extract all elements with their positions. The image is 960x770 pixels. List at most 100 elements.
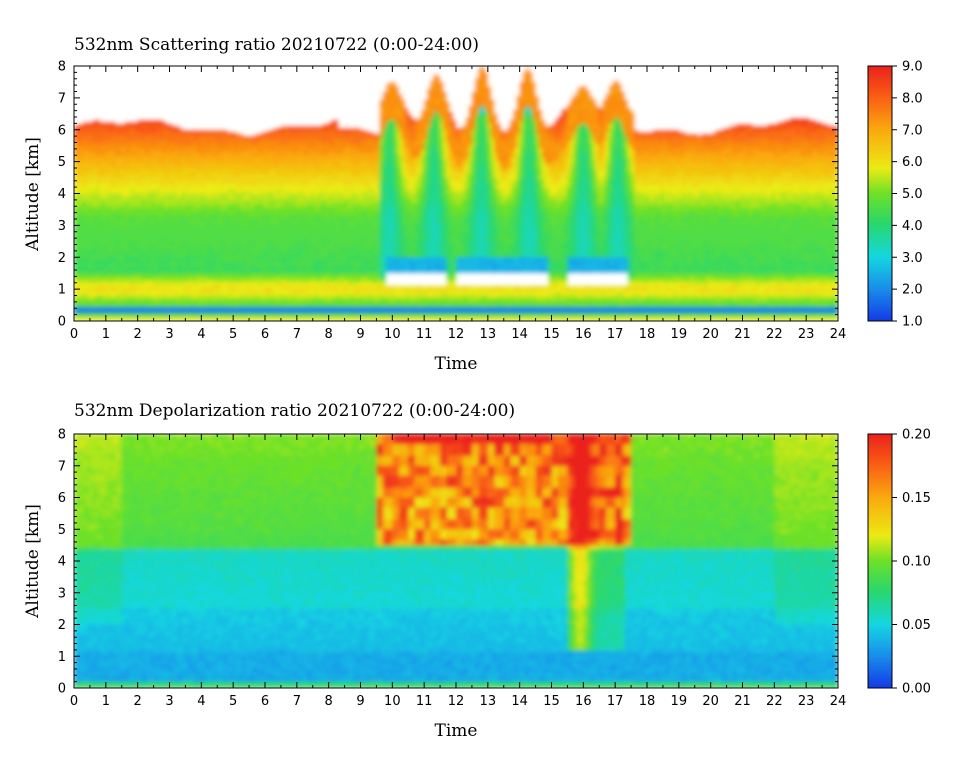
x-tick-label: 3 bbox=[165, 694, 173, 709]
depolarization-ratio-panel: 532nm Depolarization ratio 20210722 (0:0… bbox=[23, 401, 931, 741]
x-tick-label: 15 bbox=[543, 327, 560, 342]
x-tick-label: 18 bbox=[639, 327, 656, 342]
colorbar-tick-label: 2.0 bbox=[902, 283, 923, 298]
x-tick-label: 17 bbox=[607, 327, 624, 342]
y-tick-label: 2 bbox=[58, 618, 66, 633]
x-tick-label: 24 bbox=[830, 327, 847, 342]
y-tick-label: 5 bbox=[58, 523, 66, 538]
x-tick-label: 5 bbox=[229, 327, 237, 342]
y-tick-label: 2 bbox=[58, 251, 66, 266]
x-tick-label: 20 bbox=[702, 694, 719, 709]
x-tick-label: 9 bbox=[356, 694, 364, 709]
x-tick-label: 8 bbox=[325, 694, 333, 709]
x-tick-label: 7 bbox=[293, 694, 301, 709]
depolarization-ratio-heatmap bbox=[74, 434, 838, 688]
x-tick-label: 6 bbox=[261, 327, 269, 342]
colorbar-tick-label: 9.0 bbox=[902, 60, 923, 75]
y-tick-label: 1 bbox=[58, 283, 66, 298]
x-tick-label: 12 bbox=[448, 327, 465, 342]
colorbar: 0.00 0.05 0.10 0.15 0.20 bbox=[867, 428, 931, 697]
x-tick-label: 23 bbox=[798, 694, 815, 709]
x-tick-label: 2 bbox=[134, 327, 142, 342]
x-tick-label: 12 bbox=[448, 694, 465, 709]
colorbar-gradient bbox=[868, 66, 892, 321]
colorbar: 1.0 2.0 3.0 4.0 5.0 6.0 7.0 8.0 9.0 bbox=[867, 60, 923, 330]
x-tick-label: 15 bbox=[543, 694, 560, 709]
colorbar-tick-label: 8.0 bbox=[902, 91, 923, 106]
x-tick-label: 2 bbox=[134, 694, 142, 709]
x-tick-label: 7 bbox=[293, 327, 301, 342]
x-tick-label: 11 bbox=[416, 694, 433, 709]
x-tick-label: 1 bbox=[102, 694, 110, 709]
x-tick-label: 23 bbox=[798, 327, 815, 342]
x-tick-label: 14 bbox=[511, 327, 528, 342]
colorbar-tick-label: 0.00 bbox=[902, 682, 931, 697]
y-tick-label: 5 bbox=[58, 155, 66, 170]
colorbar-tick-label: 7.0 bbox=[902, 123, 923, 138]
colorbar-tick-label: 6.0 bbox=[902, 155, 923, 170]
y-tick-label: 3 bbox=[58, 586, 66, 601]
y-tick-label: 3 bbox=[58, 219, 66, 234]
x-tick-label: 18 bbox=[639, 694, 656, 709]
x-tick-label: 10 bbox=[384, 694, 401, 709]
y-tick-label: 6 bbox=[58, 123, 66, 138]
scattering-ratio-heatmap bbox=[74, 66, 838, 321]
y-tick-label: 0 bbox=[58, 315, 66, 330]
y-axis-label: Altitude [km] bbox=[23, 504, 43, 619]
x-tick-label: 13 bbox=[480, 327, 497, 342]
x-tick-label: 4 bbox=[197, 327, 205, 342]
colorbar-tick-label: 5.0 bbox=[902, 187, 923, 202]
x-axis-label: Time bbox=[435, 354, 478, 374]
x-axis-label: Time bbox=[435, 721, 478, 741]
x-tick-label: 21 bbox=[734, 327, 751, 342]
x-tick-label: 10 bbox=[384, 327, 401, 342]
y-tick-label: 4 bbox=[58, 555, 66, 570]
y-tick-label: 7 bbox=[58, 459, 66, 474]
x-tick-label: 8 bbox=[325, 327, 333, 342]
colorbar-tick-label: 0.15 bbox=[902, 491, 931, 506]
colorbar-tick-label: 0.20 bbox=[902, 428, 931, 443]
x-tick-label: 6 bbox=[261, 694, 269, 709]
y-tick-label: 6 bbox=[58, 491, 66, 506]
x-tick-label: 5 bbox=[229, 694, 237, 709]
x-tick-label: 22 bbox=[766, 694, 783, 709]
y-tick-label: 7 bbox=[58, 91, 66, 106]
x-tick-label: 22 bbox=[766, 327, 783, 342]
x-tick-label: 14 bbox=[511, 694, 528, 709]
x-tick-label: 16 bbox=[575, 694, 592, 709]
y-tick-label: 1 bbox=[58, 650, 66, 665]
x-tick-label: 21 bbox=[734, 694, 751, 709]
x-tick-label: 3 bbox=[165, 327, 173, 342]
y-tick-label: 8 bbox=[58, 60, 66, 75]
colorbar-tick-label: 4.0 bbox=[902, 219, 923, 234]
colorbar-ticks: 1.0 2.0 3.0 4.0 5.0 6.0 7.0 8.0 9.0 bbox=[892, 60, 923, 330]
x-tick-label: 11 bbox=[416, 327, 433, 342]
colorbar-gradient bbox=[868, 434, 892, 688]
scattering-ratio-panel: 532nm Scattering ratio 20210722 (0:00-24… bbox=[23, 35, 923, 374]
x-tick-label: 9 bbox=[356, 327, 364, 342]
x-tick-label: 19 bbox=[671, 694, 688, 709]
chart-title: 532nm Scattering ratio 20210722 (0:00-24… bbox=[74, 35, 479, 55]
colorbar-tick-label: 0.05 bbox=[902, 618, 931, 633]
axes: 0 1 2 3 4 5 6 7 8 9 10 11 12 13 14 15 16 17 18 19 20 21 22 23 24… bbox=[58, 60, 847, 343]
y-tick-label: 8 bbox=[58, 428, 66, 443]
colorbar-tick-label: 3.0 bbox=[902, 251, 923, 266]
colorbar-tick-label: 0.10 bbox=[902, 555, 931, 570]
x-tick-label: 4 bbox=[197, 694, 205, 709]
x-tick-label: 17 bbox=[607, 694, 624, 709]
y-tick-label: 4 bbox=[58, 187, 66, 202]
axes: 0 1 2 3 4 5 6 7 8 9 10 11 12 13 14 15 16 17 18 19 20 21 22 23 24… bbox=[58, 428, 847, 710]
y-axis-label: Altitude [km] bbox=[23, 137, 43, 252]
x-tick-label: 0 bbox=[70, 327, 78, 342]
x-tick-label: 0 bbox=[70, 694, 78, 709]
chart-title: 532nm Depolarization ratio 20210722 (0:0… bbox=[74, 401, 515, 421]
x-tick-label: 13 bbox=[480, 694, 497, 709]
y-tick-label: 0 bbox=[58, 682, 66, 697]
colorbar-ticks: 0.00 0.05 0.10 0.15 0.20 bbox=[892, 428, 931, 697]
x-tick-label: 20 bbox=[702, 327, 719, 342]
colorbar-tick-label: 1.0 bbox=[902, 315, 923, 330]
x-tick-label: 24 bbox=[830, 694, 847, 709]
x-tick-label: 16 bbox=[575, 327, 592, 342]
x-tick-label: 19 bbox=[671, 327, 688, 342]
